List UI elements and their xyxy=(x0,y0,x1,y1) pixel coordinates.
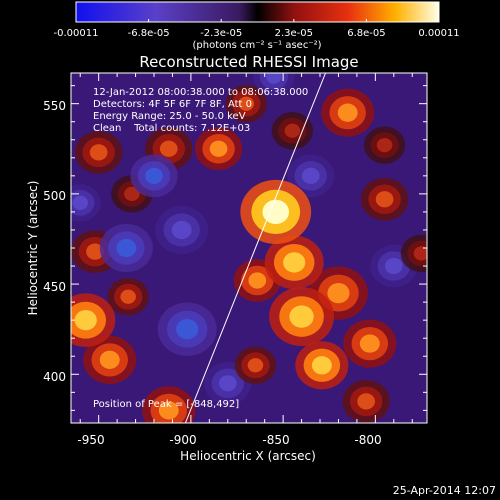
heatmap-blob xyxy=(284,123,301,138)
heatmap-blob xyxy=(413,246,427,261)
heatmap-blobs xyxy=(71,73,427,423)
heatmap-blob xyxy=(171,220,192,240)
y-tick-label: 550 xyxy=(43,99,66,113)
annotation-block: 12-Jan-2012 08:00:38.000 to 08:06:38.000… xyxy=(93,87,308,134)
heatmap-blob xyxy=(311,356,332,375)
heatmap-blob xyxy=(74,310,97,331)
heatmap-blob xyxy=(384,257,403,275)
x-tick-label: -850 xyxy=(262,433,289,447)
y-axis-ticks xyxy=(71,85,427,411)
heatmap-blob xyxy=(176,319,199,340)
x-axis-label: Heliocentric X (arcsec) xyxy=(180,449,316,463)
heatmap-blob xyxy=(375,191,394,208)
heatmap-blob xyxy=(262,199,290,225)
heatmap-blob xyxy=(337,103,358,122)
heatmap-blob xyxy=(359,334,380,353)
y-axis-label: Heliocentric Y (arcsec) xyxy=(26,181,40,316)
x-axis-ticks xyxy=(79,73,413,423)
y-tick-label: 400 xyxy=(43,370,66,384)
colorbar-tick-label: -2.3e-05 xyxy=(200,28,242,39)
colorbar-tick-label: 6.8e-05 xyxy=(347,28,385,39)
footer-date: 25-Apr-2014 12:07 xyxy=(393,484,496,497)
annotation-energy-range: Energy Range: 25.0 - 50.0 keV xyxy=(93,111,246,122)
heatmap-blob xyxy=(301,167,320,184)
colorbar-unit-label: (photons cm⁻² s⁻¹ asec⁻²) xyxy=(192,40,321,51)
colorbar-tick-label: 0.00011 xyxy=(418,28,459,39)
y-tick-label: 450 xyxy=(43,280,66,294)
solar-limb-line xyxy=(184,73,327,423)
annotation-time-range: 12-Jan-2012 08:00:38.000 to 08:06:38.000 xyxy=(93,87,308,98)
colorbar-gradient xyxy=(75,1,440,23)
heatmap-blob xyxy=(376,138,393,153)
heatmap-blob xyxy=(266,73,282,84)
heatmap-blob xyxy=(158,401,179,420)
colorbar: -0.00011 -6.8e-05 -2.3e-05 2.3e-05 6.8e-… xyxy=(54,1,460,51)
peak-position-label: Position of Peak = [-848,492] xyxy=(93,399,239,410)
heatmap-blob xyxy=(145,167,163,184)
x-tick-label: -800 xyxy=(354,433,381,447)
heatmap-blob xyxy=(247,358,264,373)
colorbar-tick-label: -0.00011 xyxy=(54,28,99,39)
heatmap-blob xyxy=(209,140,228,157)
heatmap-blob xyxy=(248,272,267,289)
heatmap-blob xyxy=(99,350,120,369)
chart-title: Reconstructed RHESSI Image xyxy=(139,53,358,71)
annotation-detectors: Detectors: 4F 5F 6F 7F 8F, Att 0 xyxy=(93,99,252,110)
x-tick-label: -900 xyxy=(169,433,196,447)
heatmap-blob xyxy=(72,195,88,210)
heatmap-blob xyxy=(218,375,237,392)
heatmap-blob xyxy=(89,144,108,161)
heatmap-blob xyxy=(327,282,350,304)
colorbar-tick-label: 2.3e-05 xyxy=(275,28,313,39)
heatmap-blob xyxy=(357,393,375,410)
colorbar-ticks xyxy=(75,19,440,22)
heatmap-blob xyxy=(289,305,314,328)
x-tick-label: -950 xyxy=(77,433,104,447)
heatmap-blob xyxy=(159,140,178,157)
heatmap-blob xyxy=(116,238,137,258)
colorbar-tick-label: -6.8e-05 xyxy=(128,28,170,39)
heatmap-blob xyxy=(238,96,254,111)
heatmap-blob xyxy=(124,186,140,201)
plot-area xyxy=(71,73,427,423)
heatmap-blob xyxy=(283,252,306,273)
heatmap-blob xyxy=(120,289,136,304)
y-tick-label: 500 xyxy=(43,189,66,203)
annotation-clean-counts: Clean Total counts: 7.12E+03 xyxy=(93,123,250,134)
heatmap-blob xyxy=(86,243,104,260)
